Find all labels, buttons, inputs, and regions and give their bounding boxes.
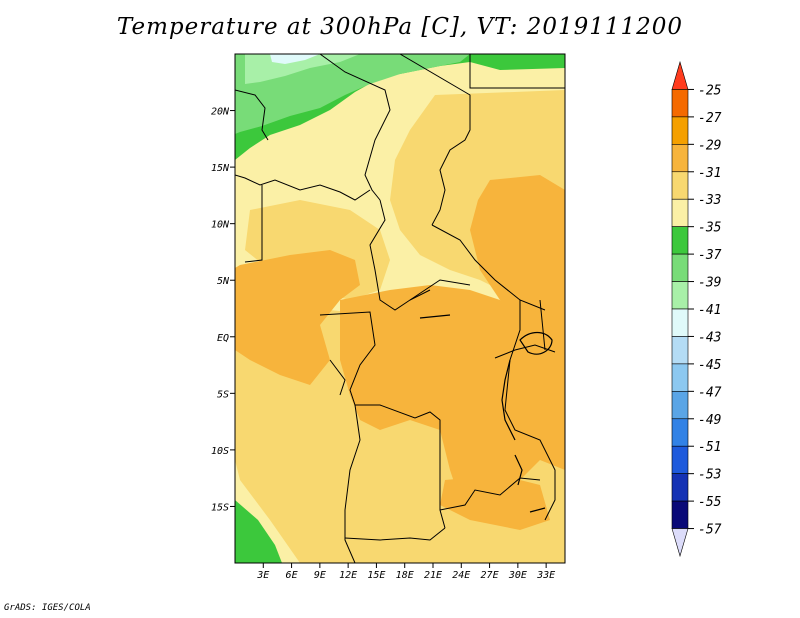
- map-frame: [234, 53, 566, 564]
- colorbar-label: -45: [698, 358, 722, 373]
- lakes: [419, 314, 553, 513]
- contour-orange-west: [235, 250, 360, 385]
- colorbar-swatch: [671, 89, 689, 118]
- colorbar-swatch: [671, 418, 689, 447]
- lat-tick-label: 10N: [211, 220, 230, 231]
- contour-orange-east: [470, 175, 565, 330]
- colorbar-label: -43: [698, 330, 721, 345]
- colorbar-label: -51: [698, 440, 721, 455]
- contour-cyan-north: [270, 54, 320, 64]
- colorbar-label: -49: [698, 413, 721, 428]
- colorbar-swatch: [671, 473, 689, 502]
- contour-orange-south: [440, 475, 550, 530]
- map-plot: [235, 54, 565, 563]
- colorbar-label: -39: [698, 276, 721, 291]
- colorbar-swatch: [671, 281, 689, 310]
- lon-tick-label: 15E: [367, 570, 385, 581]
- lat-tick-label: 5S: [217, 389, 229, 400]
- colorbar-swatch: [671, 500, 689, 529]
- lat-tick-label: EQ: [217, 333, 229, 344]
- colorbar-swatch: [671, 171, 689, 200]
- colorbar-swatch: [671, 308, 689, 337]
- country-boundaries: [235, 54, 565, 563]
- colorbar-swatch: [671, 226, 689, 255]
- colorbar-label: -41: [698, 303, 721, 318]
- lon-tick-label: 12E: [339, 570, 357, 581]
- map-title: Temperature at 300hPa [C], VT: 201911120…: [116, 14, 684, 40]
- contour-lightgreen-north: [235, 54, 470, 134]
- lon-tick-label: 30E: [508, 570, 527, 581]
- lon-tick-label: 33E: [536, 570, 555, 581]
- colorbar-swatch: [671, 198, 689, 227]
- lat-tick-label: 15N: [211, 163, 230, 174]
- colorbar-swatch: [671, 445, 689, 474]
- colorbar-label: -31: [698, 166, 721, 181]
- lon-tick-label: 6E: [286, 570, 298, 581]
- lat-tick-label: 20N: [211, 107, 230, 118]
- lon-tick-label: 27E: [481, 570, 499, 581]
- lat-tick-label: 10S: [211, 446, 229, 457]
- lon-tick-label: 3E: [256, 570, 269, 581]
- colorbar-swatch: [671, 363, 689, 392]
- colorbar-label: -47: [698, 385, 722, 400]
- lat-tick-label: 5N: [217, 276, 230, 287]
- lon-tick-label: 18E: [396, 570, 414, 581]
- colorbar-swatch: [671, 60, 689, 90]
- contour-orange-central: [340, 285, 565, 500]
- lon-tick-label: 24E: [452, 570, 470, 581]
- lat-tick-label: 15S: [211, 502, 229, 513]
- colorbar-label: -53: [698, 468, 721, 483]
- lon-tick-label: 21E: [424, 570, 442, 581]
- colorbar-label: -35: [698, 221, 722, 236]
- colorbar-swatch: [671, 336, 689, 365]
- colorbar-label: -27: [698, 111, 722, 126]
- colorbar-label: -25: [698, 83, 722, 98]
- longitude-axis: 3E 6E 9E 12E 15E 18E 21E 24E 27E 30E 33E: [256, 563, 555, 581]
- colorbar-label: -33: [698, 193, 721, 208]
- colorbar-swatch: [671, 528, 689, 558]
- colorbar-label: -57: [698, 523, 722, 538]
- colorbar-swatch: [671, 253, 689, 282]
- colorbar: -25 -27 -29 -31 -33 -35 -37 -39 -41 -43 -45 -47 -49 -…: [671, 60, 722, 558]
- contour-green-southwest: [235, 500, 282, 563]
- colorbar-label: -55: [698, 495, 722, 510]
- colorbar-swatch: [671, 116, 689, 145]
- colorbar-label: -29: [698, 138, 721, 153]
- colorbar-swatch: [671, 144, 689, 173]
- colorbar-swatch: [671, 391, 689, 420]
- lon-tick-label: 9E: [314, 570, 326, 581]
- credit-label: GrADS: IGES/COLA: [4, 603, 91, 613]
- latitude-axis: 20N 15N 10N 5N EQ 5S 10S 15S: [211, 107, 235, 513]
- colorbar-label: -37: [698, 248, 722, 263]
